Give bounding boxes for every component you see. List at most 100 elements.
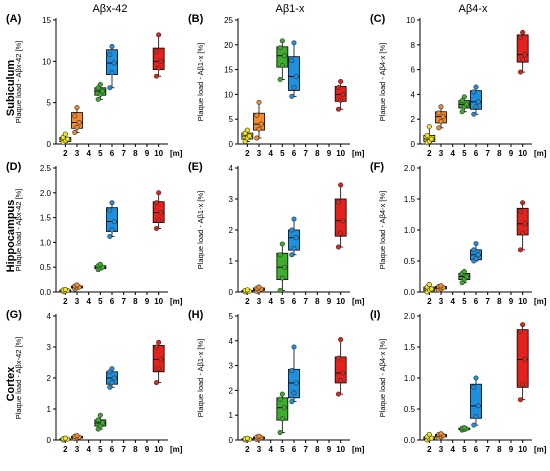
- data-point: [426, 282, 432, 288]
- data-point: [111, 60, 117, 66]
- data-point: [153, 344, 159, 350]
- y-tick-label: 2.0: [404, 164, 416, 173]
- x-tick-label: 8: [315, 297, 320, 306]
- data-point: [74, 105, 80, 111]
- y-tick-label: 25: [224, 16, 233, 25]
- box-3m: [435, 283, 447, 293]
- x-tick-label: 5: [462, 149, 467, 158]
- box-10m: [152, 32, 165, 79]
- x-axis-unit-label: [m]: [170, 149, 183, 158]
- x-tick-label: 10: [336, 149, 345, 158]
- y-tick-label: 2: [411, 115, 416, 124]
- box-5m: [94, 81, 107, 102]
- x-tick-label: 7: [303, 445, 308, 454]
- x-tick-label: 3: [257, 445, 262, 454]
- x-tick-label: 4: [450, 297, 455, 306]
- y-tick-label: 2.0: [40, 189, 52, 198]
- data-point: [72, 129, 78, 135]
- y-tick-label: 6: [411, 66, 416, 75]
- data-point: [282, 405, 288, 411]
- data-point: [459, 98, 465, 104]
- data-point: [293, 380, 299, 386]
- box-5m: [94, 261, 107, 273]
- data-point: [473, 241, 479, 247]
- data-point: [291, 246, 297, 252]
- box-10m: [334, 182, 347, 250]
- data-point: [109, 366, 115, 372]
- data-point: [289, 399, 295, 405]
- x-tick-label: 9: [327, 445, 332, 454]
- row-title-2: Hippocampus: [5, 200, 17, 273]
- x-tick-label: 2: [245, 149, 250, 158]
- data-point: [156, 339, 162, 345]
- data-point: [475, 252, 481, 258]
- data-point: [156, 217, 162, 223]
- box-6m: [470, 241, 482, 264]
- data-point: [97, 261, 103, 267]
- y-tick-label: 0.5: [404, 405, 416, 414]
- x-tick-label: 2: [427, 297, 432, 306]
- box-6m: [470, 84, 482, 117]
- y-tick-label: 4: [229, 337, 234, 346]
- x-tick-label: 10: [518, 445, 527, 454]
- x-tick-label: 4: [86, 445, 91, 454]
- data-point: [517, 247, 523, 253]
- box-6m: [106, 366, 118, 390]
- x-tick-label: 6: [474, 297, 479, 306]
- y-axis-label: Plaque load - Aβx-42 [%]: [14, 189, 23, 272]
- data-point: [438, 119, 444, 125]
- panel-label: (H): [188, 309, 204, 321]
- data-point: [471, 384, 477, 390]
- x-tick-label: 8: [497, 445, 502, 454]
- data-point: [158, 58, 164, 64]
- data-point: [109, 227, 115, 233]
- y-tick-label: 15: [42, 16, 51, 25]
- x-tick-label: 6: [110, 297, 115, 306]
- x-tick-label: 10: [154, 445, 163, 454]
- panel-label: (C): [370, 13, 386, 25]
- data-point: [279, 38, 285, 44]
- data-point: [464, 101, 470, 107]
- y-axis-label: Plaque load - Aβ4-x [%]: [378, 191, 387, 270]
- data-point: [256, 433, 262, 439]
- data-point: [338, 337, 344, 343]
- data-point: [338, 182, 344, 188]
- data-point: [109, 200, 115, 206]
- column-title-3: Aβ4-x: [459, 3, 488, 15]
- data-point: [520, 230, 526, 236]
- x-tick-label: 5: [98, 297, 103, 306]
- data-point: [335, 391, 341, 397]
- data-point: [279, 391, 285, 397]
- data-point: [473, 375, 479, 381]
- data-point: [111, 375, 117, 381]
- data-point: [153, 226, 159, 232]
- y-tick-label: 0.5: [404, 257, 416, 266]
- x-tick-label: 2: [427, 445, 432, 454]
- box-2m: [423, 282, 436, 295]
- data-point: [338, 97, 344, 103]
- data-point: [436, 125, 442, 131]
- box-2m: [59, 131, 72, 145]
- x-tick-label: 6: [292, 297, 297, 306]
- box-10m: [516, 322, 529, 403]
- box-6m: [106, 200, 118, 239]
- x-tick-label: 9: [509, 445, 514, 454]
- x-tick-label: 2: [245, 445, 250, 454]
- x-tick-label: 7: [121, 445, 126, 454]
- y-tick-label: 1: [229, 257, 234, 266]
- x-tick-label: 5: [462, 445, 467, 454]
- data-point: [282, 264, 288, 270]
- data-point: [440, 114, 446, 120]
- data-point: [459, 109, 465, 115]
- data-point: [471, 111, 477, 117]
- data-point: [429, 435, 435, 441]
- data-point: [156, 32, 162, 38]
- box-6m: [470, 375, 482, 428]
- data-point: [471, 89, 477, 95]
- y-tick-label: 1: [229, 411, 234, 420]
- data-point: [107, 384, 113, 390]
- x-tick-label: 10: [518, 297, 527, 306]
- x-tick-label: 3: [75, 297, 80, 306]
- data-point: [289, 252, 295, 258]
